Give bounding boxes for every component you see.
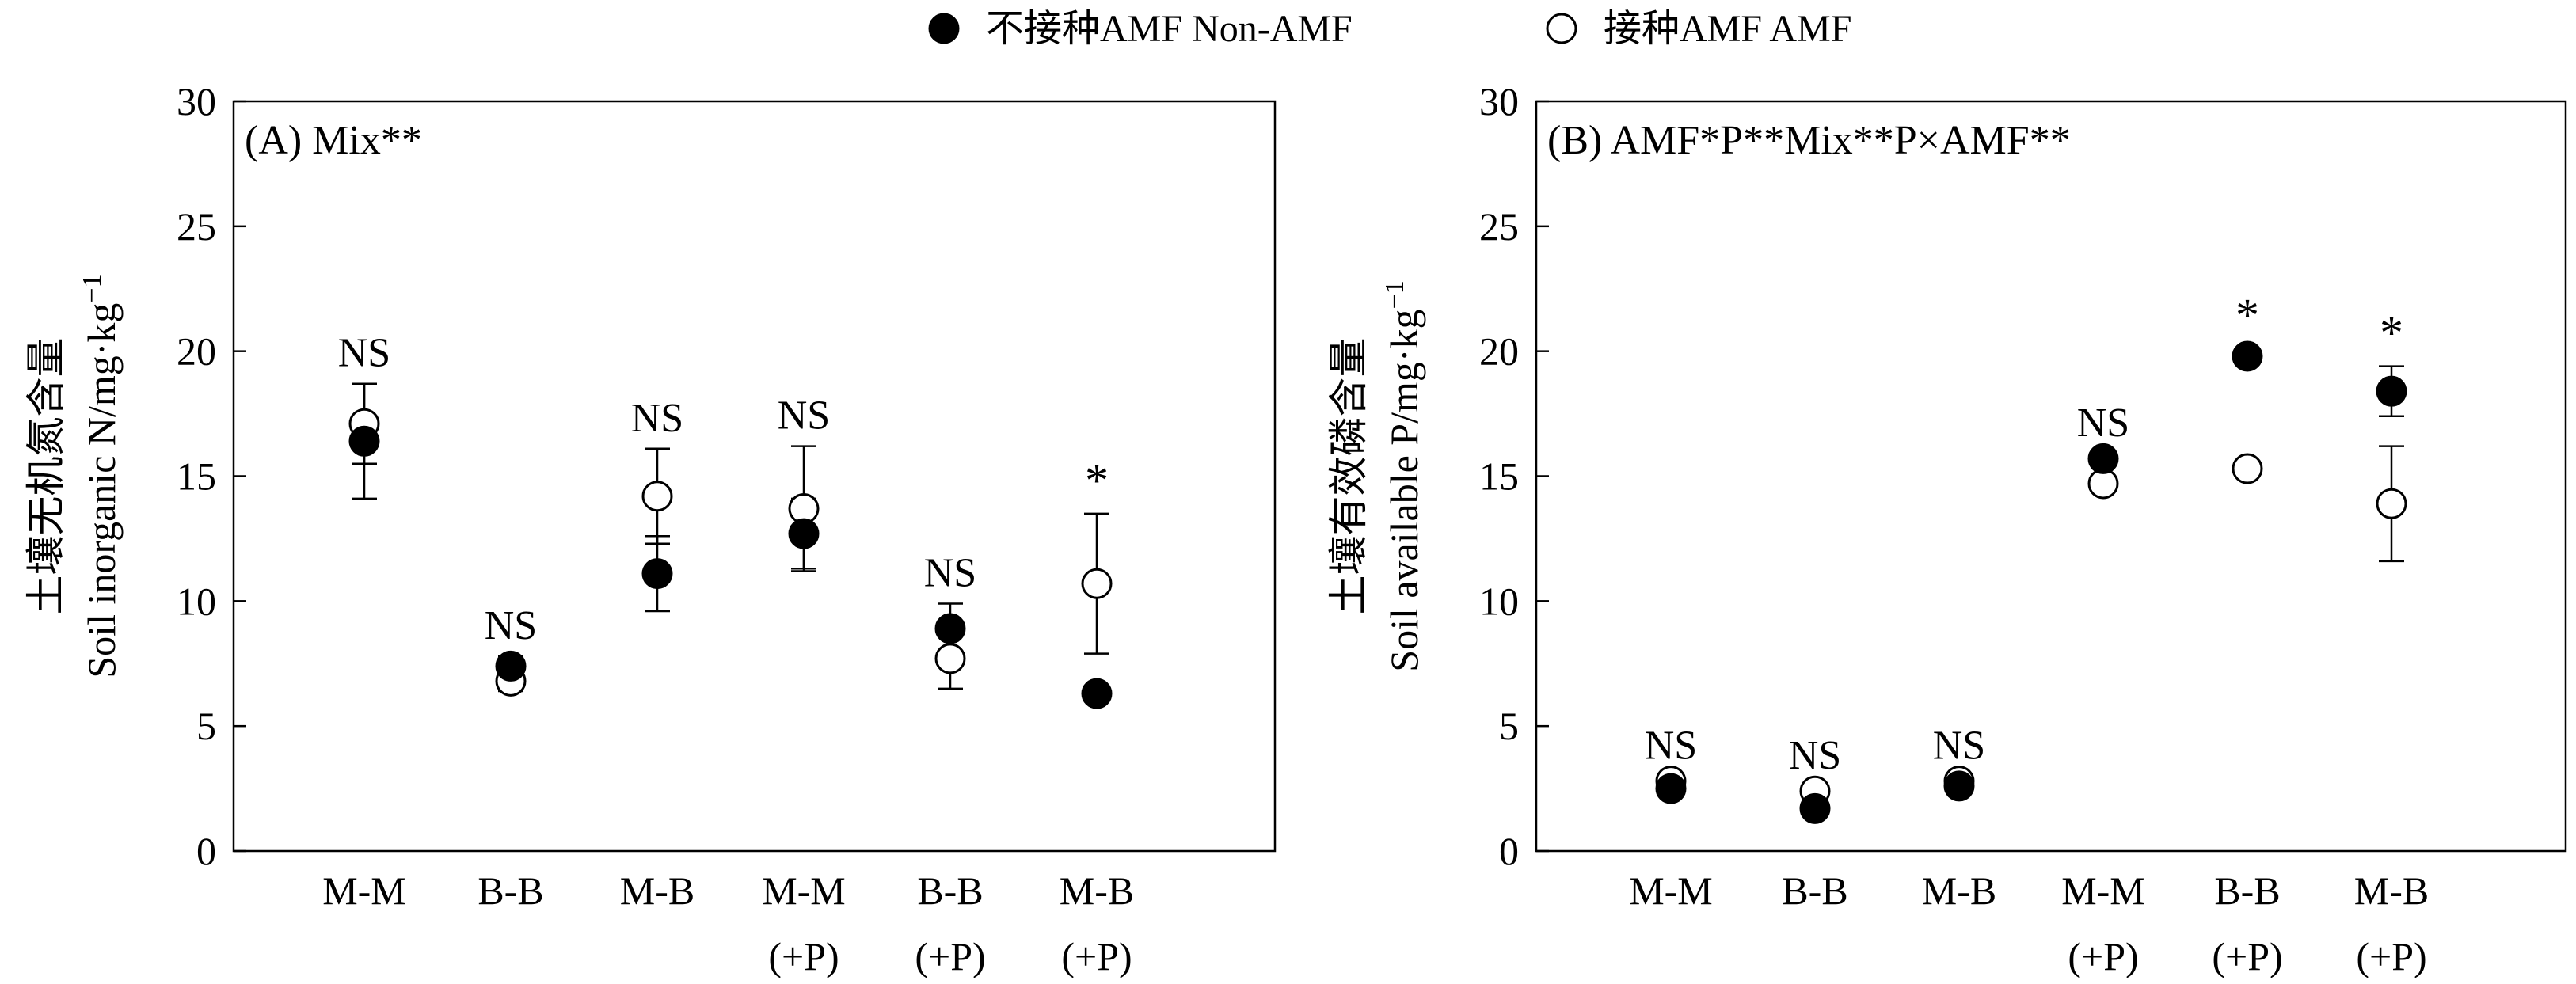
x-tick-label: B-B <box>478 868 543 913</box>
y-tick-label: 0 <box>196 829 216 873</box>
x-tick-label: M-M <box>322 868 406 913</box>
plot-frame <box>232 100 1277 853</box>
data-point-non-amf <box>641 558 673 590</box>
legend: 不接种AMF Non-AMF 接种AMF AMF <box>928 8 1851 50</box>
y-axis-label-en: Soil inorganic N/mg·kg−1 <box>78 274 124 678</box>
panel-b: 0 5 10 15 20 25 30 (B) AMF*P**Mix**P×AMF** 土壤有效磷… <box>1326 79 2567 978</box>
x-tick-label: B-B <box>2214 868 2280 913</box>
significance-label: NS <box>338 331 390 376</box>
x-tick-label: B-B <box>917 868 983 913</box>
x-tick-label: M-M <box>1629 868 1713 913</box>
significance-label: NS <box>485 603 537 648</box>
x-tick-label-sub: (+P) <box>915 934 985 978</box>
x-tick-label: M-B <box>2354 868 2429 913</box>
data-point-non-amf <box>1943 770 1975 802</box>
data-point-non-amf <box>495 650 527 682</box>
data-point-non-amf <box>934 613 966 644</box>
x-tick-label: M-B <box>1922 868 1996 913</box>
significance-label: NS <box>2077 401 2129 446</box>
x-tick-label: B-B <box>1782 868 1847 913</box>
significance-label: * <box>2380 307 2403 359</box>
legend-marker-filled <box>928 13 960 44</box>
x-tick-label-sub: (+P) <box>2212 934 2282 978</box>
legend-marker-open <box>1546 13 1577 44</box>
y-axis-label-en-sup: −1 <box>1380 280 1410 309</box>
data-point-amf <box>1081 568 1113 599</box>
y-tick-label: 25 <box>1479 204 1519 249</box>
y-axis-label-en-sup: −1 <box>78 274 107 302</box>
significance-label: NS <box>778 393 830 439</box>
y-tick-label: 5 <box>1499 704 1519 748</box>
y-tick-label: 10 <box>177 579 216 623</box>
data-point-non-amf <box>2376 375 2407 407</box>
data-point-amf <box>934 643 966 674</box>
x-tick-label-sub: (+P) <box>2356 934 2426 978</box>
significance-label: NS <box>1933 723 1985 768</box>
significance-label: NS <box>1789 733 1841 778</box>
x-tick-label: M-M <box>2061 868 2145 913</box>
data-point-amf <box>2376 488 2407 519</box>
legend-item-non-amf: 不接种AMF Non-AMF <box>928 8 1353 50</box>
x-tick-label-sub: (+P) <box>768 934 839 978</box>
data-point-non-amf <box>1081 678 1113 709</box>
y-axis-label-cn: 土壤有效磷含量 <box>1326 338 1371 615</box>
y-axis-label-en: Soil available P/mg·kg−1 <box>1380 280 1427 671</box>
x-tick-label-sub: (+P) <box>2068 934 2138 978</box>
y-axis-label-en-main: Soil inorganic N/mg·kg <box>79 303 124 678</box>
data-point-non-amf <box>348 425 380 457</box>
significance-label: * <box>1085 454 1109 507</box>
y-tick-label: 0 <box>1499 829 1519 873</box>
panel-label: (B) AMF*P**Mix**P×AMF** <box>1547 118 2071 163</box>
x-tick-label: M-B <box>620 868 694 913</box>
significance-label: * <box>2235 290 2259 342</box>
significance-label: NS <box>1645 723 1697 768</box>
y-tick-label: 5 <box>196 704 216 748</box>
panel-label: (A) Mix** <box>245 118 422 163</box>
y-tick-label: 10 <box>1479 579 1519 623</box>
y-axis-label-cn: 土壤无机氮含量 <box>24 338 68 615</box>
x-tick-label: M-B <box>1060 868 1134 913</box>
y-tick-label: 25 <box>177 204 216 249</box>
y-tick-label: 15 <box>177 454 216 499</box>
y-tick-label: 30 <box>177 79 216 123</box>
y-tick-label: 30 <box>1479 79 1519 123</box>
data-point-non-amf <box>1655 773 1687 804</box>
x-tick-label: M-M <box>762 868 846 913</box>
data-point-non-amf <box>1799 792 1831 824</box>
x-tick-label-sub: (+P) <box>1061 934 1132 978</box>
data-point-non-amf <box>2087 443 2119 474</box>
y-tick-label: 20 <box>177 329 216 374</box>
data-point-amf <box>2232 453 2263 484</box>
legend-label-amf: 接种AMF AMF <box>1604 8 1851 50</box>
y-tick-label: 20 <box>1479 329 1519 374</box>
legend-item-amf: 接种AMF AMF <box>1546 8 1851 50</box>
legend-label-non-amf: 不接种AMF Non-AMF <box>986 8 1353 50</box>
panel-a: 0 5 10 15 20 25 30 (A) Mix** 土壤无机氮含量 Soil inorgan… <box>24 79 1277 978</box>
data-point-non-amf <box>788 518 820 549</box>
data-point-non-amf <box>2232 340 2263 372</box>
y-axis-label-en-main: Soil available P/mg·kg <box>1382 309 1426 671</box>
data-point-amf <box>641 481 673 512</box>
y-tick-label: 15 <box>1479 454 1519 499</box>
significance-label: NS <box>924 550 976 595</box>
significance-label: NS <box>631 396 683 441</box>
